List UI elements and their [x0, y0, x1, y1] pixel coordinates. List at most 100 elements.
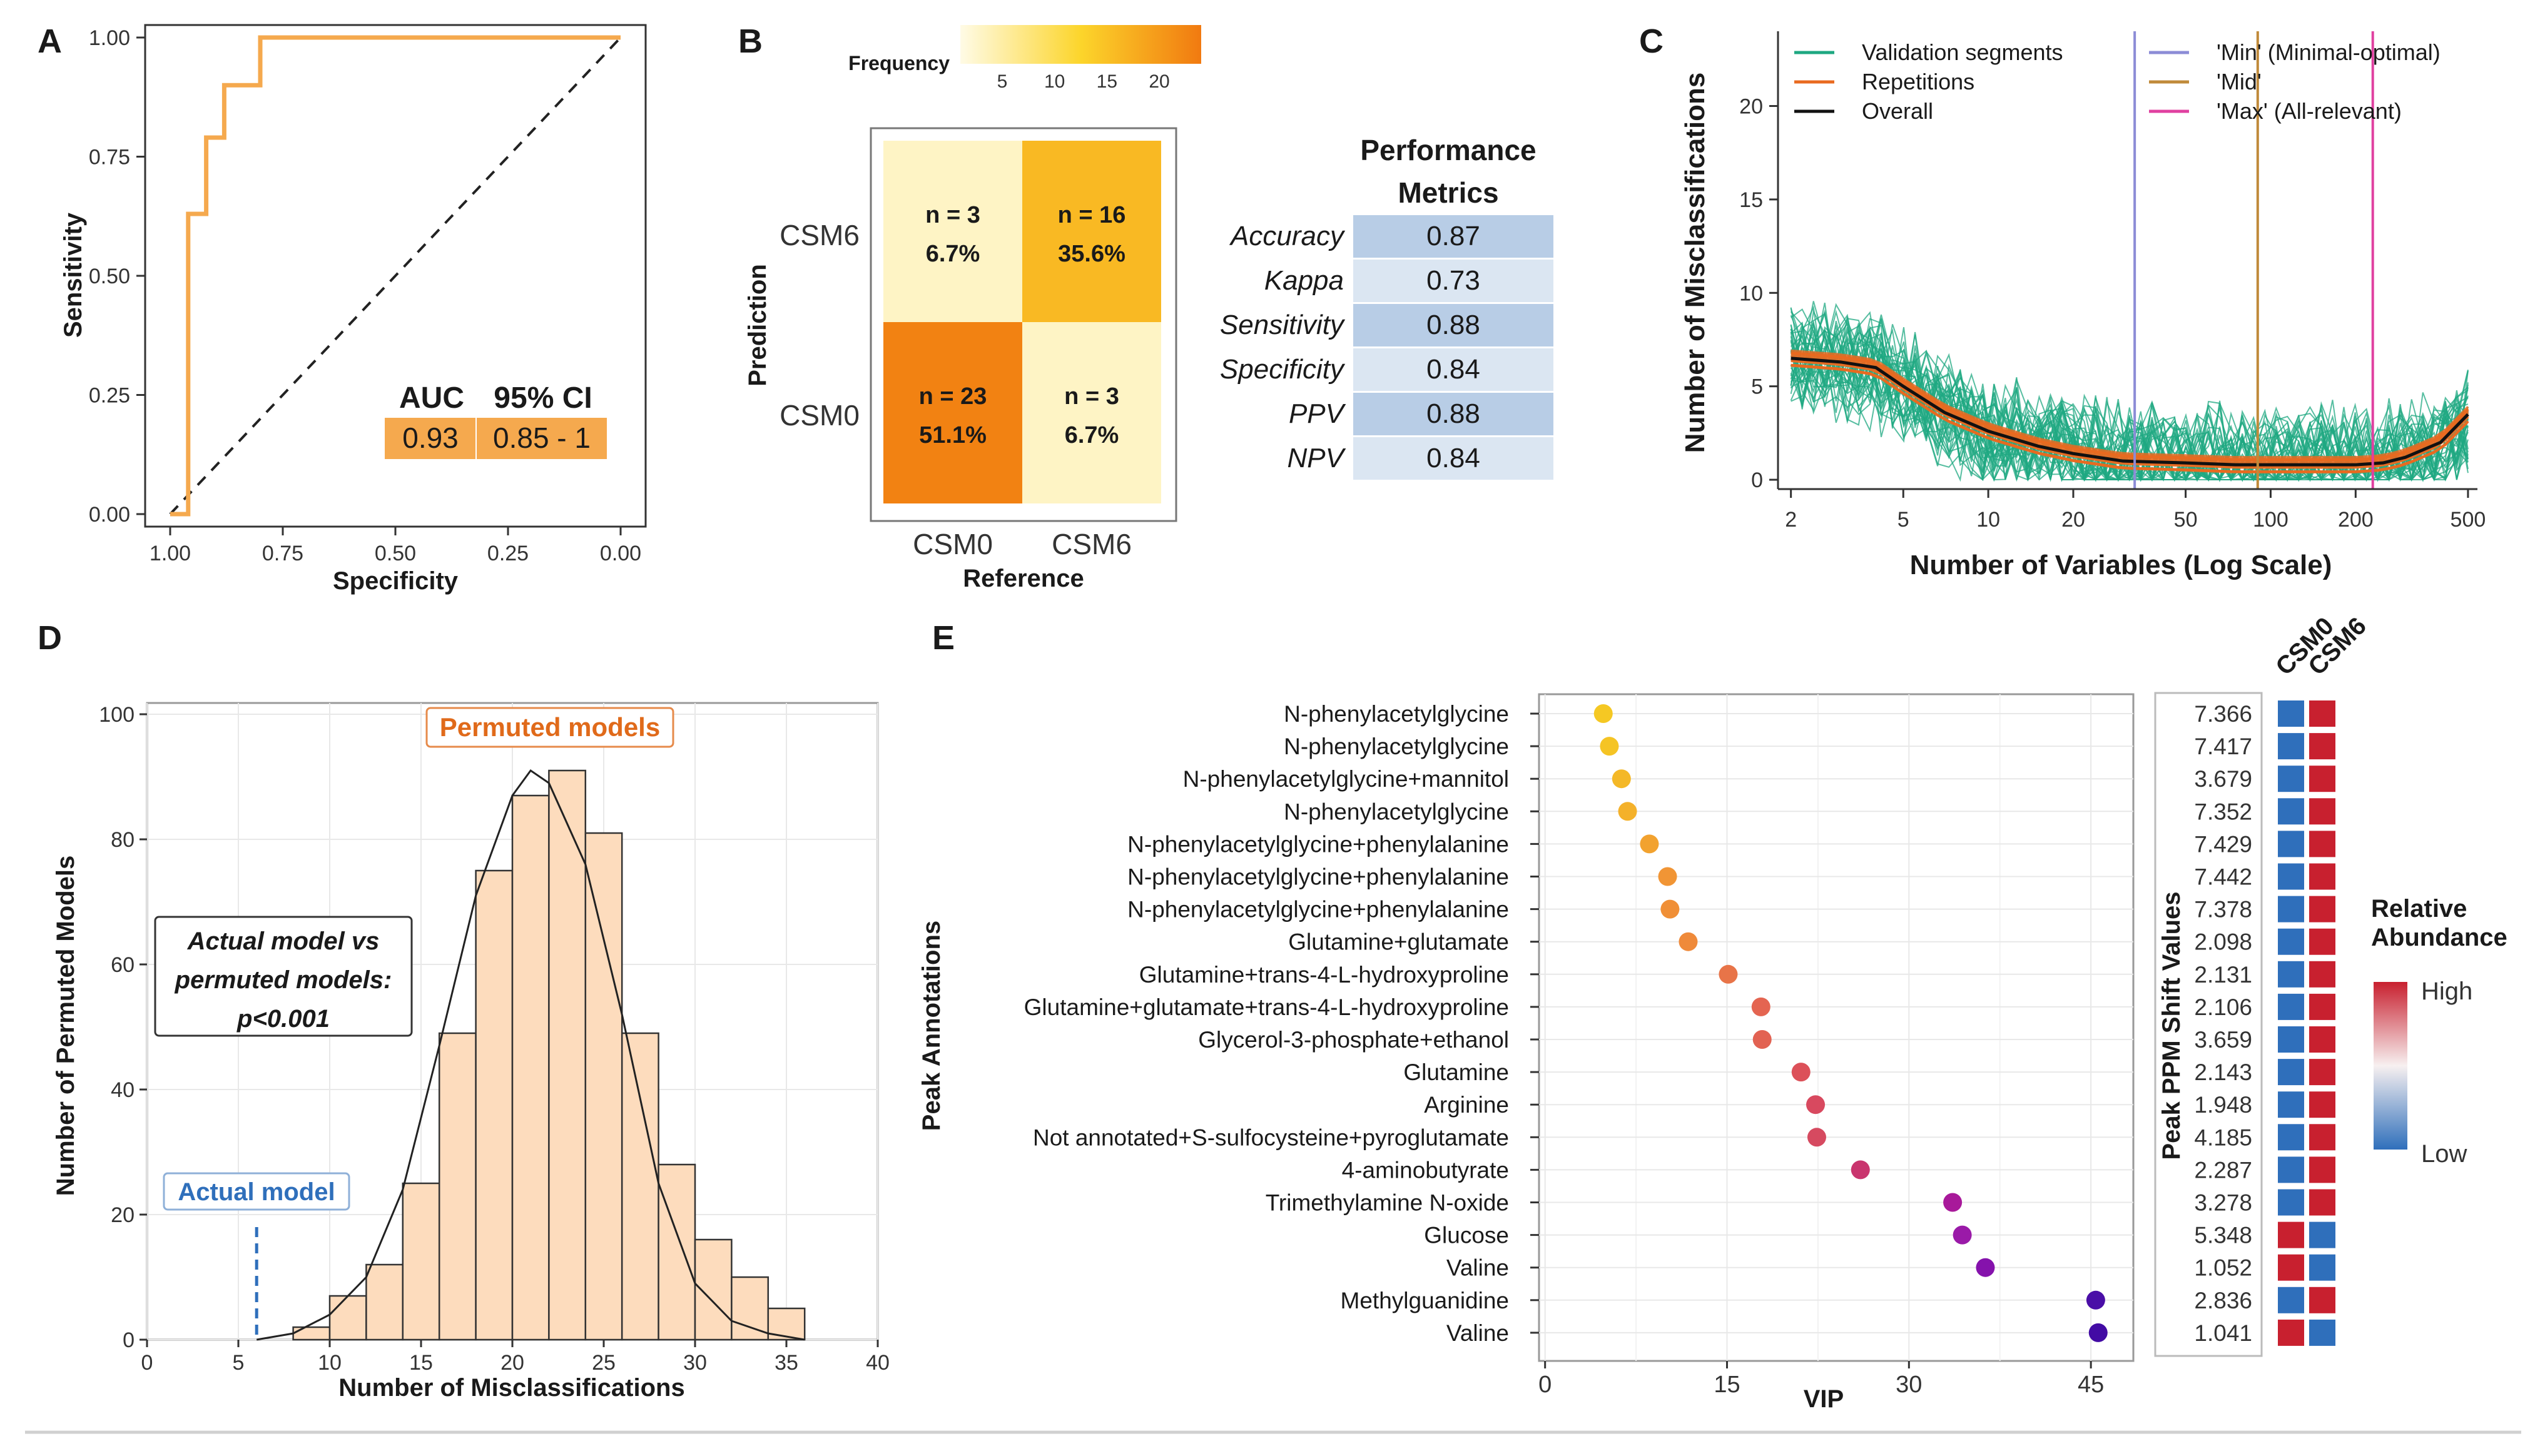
abundance-title-2: Abundance — [2371, 924, 2507, 951]
vip-points — [1593, 704, 2108, 1342]
legend-label: Validation segments — [1862, 39, 2063, 65]
panel-c-ylabel: Number of Misclassifications — [1680, 73, 1710, 453]
abundance-cell-csm6 — [2308, 1220, 2337, 1250]
peak-annotation-label: N-phenylacetylglycine+phenylalanine — [1127, 864, 1509, 890]
abundance-cell-csm0 — [2277, 1058, 2305, 1087]
frequency-legend-title: Frequency — [848, 52, 950, 74]
metrics-title-2: Metrics — [1398, 176, 1498, 209]
panel-a-diagonal — [169, 36, 622, 515]
peak-annotation-label: Trimethylamine N-oxide — [1266, 1190, 1509, 1216]
panel-c-xtick-label: 50 — [2174, 508, 2198, 532]
ppm-value: 7.366 — [2194, 701, 2252, 727]
validation-segment-line — [1791, 302, 2469, 482]
panel-d-ticks: 0 5 10 15 20 25 30 35 40 0 20 40 60 80 100 — [99, 703, 890, 1375]
metric-value-cell — [1353, 215, 1553, 258]
panel-d-ylabel: Number of Permuted Models — [52, 856, 79, 1196]
abundance-cell-csm0 — [2277, 1188, 2305, 1217]
panel-d-xtick-label: 25 — [592, 1351, 616, 1375]
abundance-cell-csm0 — [2277, 1285, 2305, 1315]
panel-d-ytick-label: 100 — [99, 703, 135, 727]
confusion-cell-count: n = 16 — [1058, 202, 1126, 228]
actual-label: Actual model — [178, 1178, 335, 1206]
panel-d-ytick-label: 80 — [111, 828, 135, 852]
abundance-cell-csm0 — [2277, 764, 2305, 794]
panel-c-ticks: 2 5 10 20 50 100 200 500 0 5 10 15 20 — [1739, 95, 2486, 532]
permuted-label-box — [425, 707, 674, 748]
histogram-bar — [475, 869, 514, 1341]
abundance-cell-csm0 — [2277, 992, 2305, 1021]
panel-c-xtick-label: 2 — [1785, 508, 1797, 532]
histogram-bar — [438, 1032, 477, 1341]
panel-d-xtick-label: 5 — [233, 1351, 245, 1375]
confusion-frame — [870, 127, 1177, 522]
repetition-line — [1791, 349, 2469, 459]
panel-label-a: A — [38, 23, 62, 60]
metric-value: 0.73 — [1426, 265, 1480, 296]
histogram-bar — [731, 1276, 770, 1341]
abundance-colorbar — [2374, 982, 2407, 1150]
peak-annotation-label: Glutamine+glutamate+trans-4-L-hydroxypro… — [1024, 994, 1509, 1020]
panel-e-grid — [1539, 694, 2133, 1361]
density-curve — [256, 769, 805, 1341]
frequency-legend-tick: 10 — [1044, 71, 1065, 92]
vip-point — [1752, 1030, 1772, 1049]
panel-c: C 2 5 10 20 50 100 200 500 0 5 10 15 20 Validation s… — [1639, 23, 2486, 580]
vip-point — [1943, 1193, 1963, 1212]
panel-a-xtick-label: 0.25 — [487, 542, 529, 565]
metric-name: Sensitivity — [1220, 310, 1346, 340]
panel-e-xtick-label: 45 — [2078, 1372, 2104, 1398]
abundance-cell-csm0 — [2277, 1220, 2305, 1250]
panel-e-xtick-label: 15 — [1714, 1372, 1740, 1398]
histogram-bar — [584, 832, 623, 1341]
ppm-value: 7.429 — [2194, 831, 2252, 857]
vip-point — [1640, 834, 1659, 854]
abundance-cell-csm0 — [2277, 699, 2305, 728]
metric-value: 0.88 — [1426, 310, 1480, 340]
abundance-cell-csm6 — [2308, 797, 2337, 826]
abundance-cell-csm0 — [2277, 797, 2305, 826]
confusion-cell-count: n = 3 — [1064, 383, 1119, 410]
metric-value-cell — [1353, 348, 1553, 391]
panel-c-legend: Validation segments Repetitions Overall 'Mi… — [1794, 39, 2441, 124]
panel-a-xtick-label: 0.00 — [600, 542, 641, 565]
repetition-line — [1791, 354, 2469, 463]
abundance-cell-csm0 — [2277, 1318, 2305, 1347]
abundance-cell-csm6 — [2308, 764, 2337, 794]
abundance-cell-csm6 — [2308, 1058, 2337, 1087]
vip-point — [1807, 1128, 1826, 1147]
panel-e: E N-phenylacetylglycineN-phenylacetylgly… — [918, 612, 2507, 1413]
panel-d-xtick-label: 20 — [500, 1351, 524, 1375]
panel-b-xlabel: Reference — [963, 565, 1084, 592]
ppm-value: 7.378 — [2194, 897, 2252, 923]
panel-a-ytick-label: 0.25 — [89, 384, 130, 408]
panel-e-xtick-label: 30 — [1896, 1372, 1922, 1398]
panel-c-xtick-label: 100 — [2253, 508, 2288, 532]
ppm-value: 2.287 — [2194, 1157, 2252, 1183]
ppm-value: 7.417 — [2194, 734, 2252, 759]
panel-e-xlabel: VIP — [1804, 1385, 1844, 1413]
panel-c-xtick-label: 500 — [2451, 508, 2486, 532]
vip-point — [1600, 737, 1619, 756]
peak-annotation-label: N-phenylacetylglycine+phenylalanine — [1127, 831, 1509, 857]
ci-header: 95% CI — [494, 382, 592, 415]
peak-annotation-label: Glutamine+glutamate — [1288, 929, 1509, 955]
auc-table: AUC 95% CI 0.93 0.85 - 1 — [385, 382, 607, 459]
metric-name: NPV — [1288, 443, 1346, 473]
vip-point — [1976, 1258, 1995, 1277]
panel-a-ytick-label: 0.75 — [89, 146, 130, 169]
peak-annotation-label: Glycerol-3-phosphate+ethanol — [1198, 1027, 1509, 1053]
panel-label-b: B — [738, 23, 763, 60]
peak-annotation-label: Arginine — [1424, 1092, 1509, 1118]
abundance-legend: Relative Abundance High Low — [2371, 895, 2507, 1168]
panel-d-xlabel: Number of Misclassifications — [338, 1374, 684, 1402]
metric-value: 0.87 — [1426, 221, 1480, 251]
panel-a-xtick-label: 0.50 — [375, 542, 416, 565]
permutation-test-box: Actual model vs permuted models: p<0.001 — [154, 916, 413, 1037]
abundance-cell-csm0 — [2277, 1253, 2305, 1282]
permuted-label: Permuted models — [440, 712, 660, 742]
abundance-cell-csm0 — [2277, 927, 2305, 956]
confusion-cell-percent: 35.6% — [1058, 241, 1125, 267]
ci-value: 0.85 - 1 — [493, 422, 591, 454]
col-label-csm6: CSM6 — [1052, 528, 1132, 560]
panel-c-xtick-label: 5 — [1897, 508, 1909, 532]
